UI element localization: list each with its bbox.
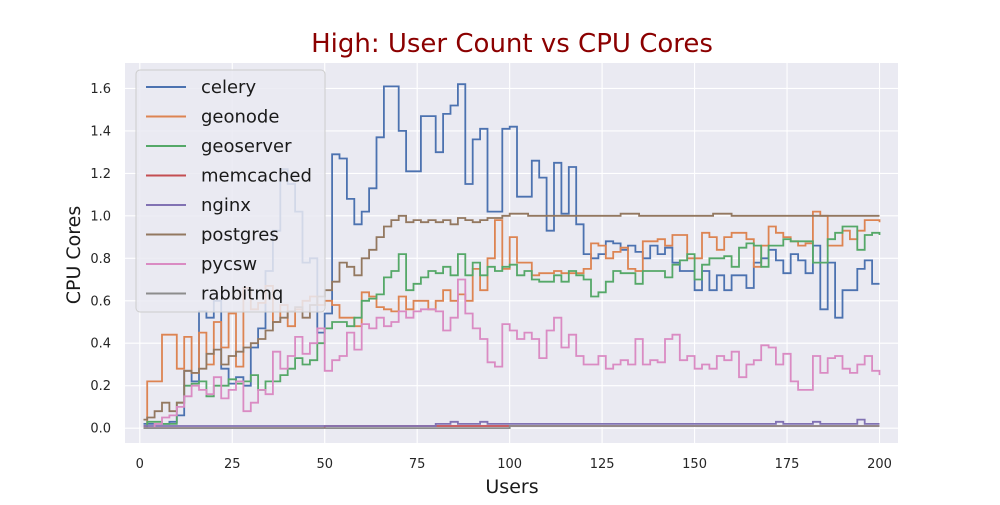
- x-tick-label: 100: [497, 457, 522, 472]
- chart-title: High: User Count vs CPU Cores: [311, 29, 713, 59]
- x-tick-label: 75: [409, 457, 426, 472]
- legend-label-postgres: postgres: [201, 225, 279, 246]
- x-tick-label: 125: [590, 457, 615, 472]
- series-line-pycsw: [143, 278, 881, 429]
- y-tick-label: 0.6: [90, 294, 111, 309]
- x-tick-label: 200: [867, 457, 892, 472]
- x-tick-label: 50: [316, 457, 333, 472]
- y-tick-label: 0.8: [90, 252, 111, 267]
- x-tick-label: 25: [224, 457, 241, 472]
- y-axis-ticks: 0.0 0.2 0.4 0.6 0.8 1.0 1.2 1.4 1.6: [90, 82, 111, 437]
- legend-label-pycsw: pycsw: [201, 254, 257, 275]
- y-tick-label: 1.2: [90, 167, 111, 182]
- y-tick-label: 0.0: [90, 422, 111, 437]
- legend-label-memcached: memcached: [201, 166, 312, 187]
- legend-box: [135, 69, 326, 313]
- y-tick-label: 1.6: [90, 82, 111, 97]
- legend-label-geoserver: geoserver: [201, 136, 292, 157]
- series-line-rabbitmq: [143, 425, 880, 429]
- y-axis-label: CPU Cores: [63, 206, 85, 305]
- legend-label-nginx: nginx: [201, 195, 251, 216]
- series-line-nginx: [143, 418, 880, 427]
- y-tick-label: 1.0: [90, 209, 111, 224]
- y-tick-label: 1.4: [90, 124, 111, 139]
- x-axis-label: Users: [485, 476, 538, 498]
- legend-label-geonode: geonode: [201, 107, 279, 128]
- legend: celery geonode geoserver memcached nginx post…: [135, 69, 326, 313]
- legend-label-rabbitmq: rabbitmq: [201, 284, 283, 305]
- x-tick-label: 0: [136, 457, 144, 472]
- series-line-geoserver: [143, 225, 881, 429]
- x-tick-label: 175: [775, 457, 800, 472]
- x-tick-label: 150: [682, 457, 707, 472]
- x-axis-ticks: 0 25 50 75 100 125 150 175 200: [136, 457, 892, 472]
- y-tick-label: 0.2: [90, 379, 111, 394]
- legend-label-celery: celery: [201, 77, 256, 98]
- series-line-postgres: [143, 212, 880, 421]
- y-tick-label: 0.4: [90, 337, 111, 352]
